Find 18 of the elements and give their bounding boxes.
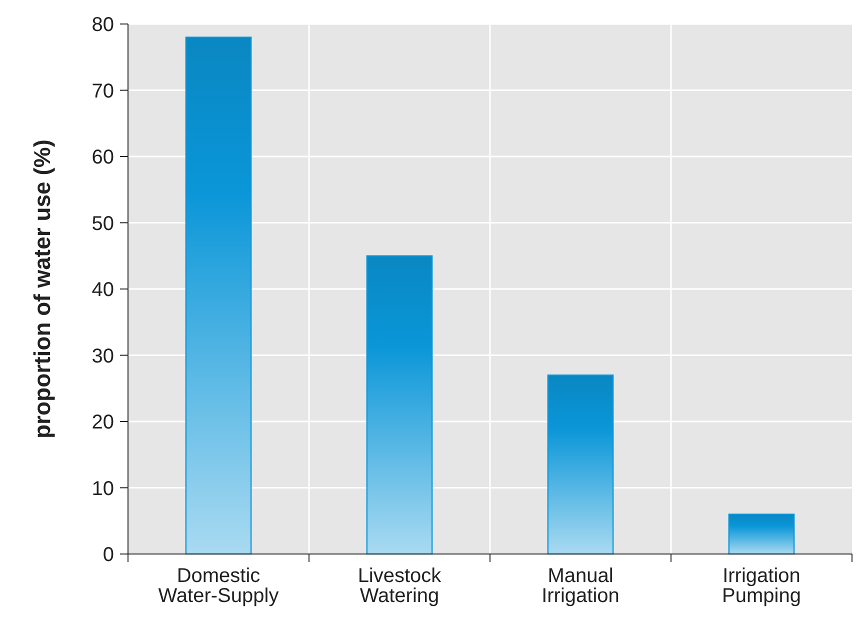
y-tick-label: 10 (92, 478, 114, 500)
bar (728, 514, 795, 555)
y-tick-label: 80 (92, 14, 114, 36)
bar (185, 36, 252, 555)
bar (547, 374, 614, 555)
x-tick-label: Domestic Water-Supply (158, 565, 279, 607)
x-tick-label: Livestock Watering (358, 565, 442, 607)
y-tick-label: 30 (92, 345, 114, 368)
y-tick-label: 70 (92, 80, 114, 102)
bar (366, 255, 433, 555)
y-tick-label: 0 (102, 544, 114, 566)
y-tick-label: 20 (92, 412, 114, 434)
x-tick-label: Manual Irrigation (542, 565, 620, 607)
y-tick-label: 40 (92, 279, 114, 301)
y-tick-label: 60 (92, 146, 114, 168)
x-tick-label: Irrigation Pumping (722, 565, 801, 607)
y-axis-title: proportion of water use (%) (29, 140, 55, 438)
y-tick-label: 50 (92, 212, 114, 235)
